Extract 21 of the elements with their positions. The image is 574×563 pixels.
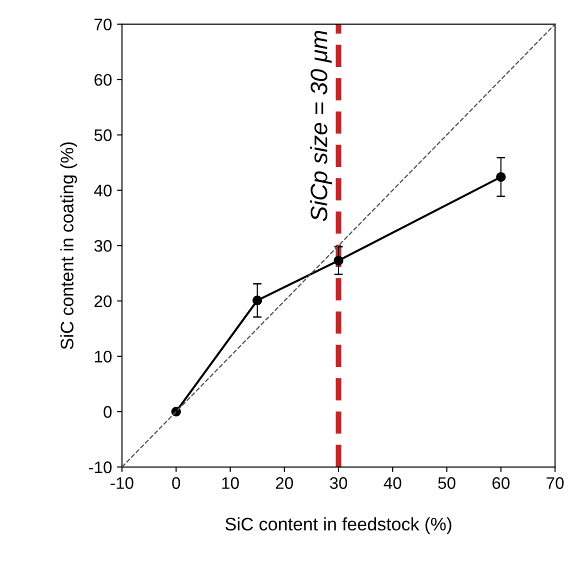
x-tick-label: 40 [384,477,402,489]
x-tick-label: 60 [492,477,510,489]
x-tick-label: -10 [110,477,134,489]
x-tick-label: 30 [330,477,348,489]
y-tick-label: 60 [94,74,112,86]
ref-line-label: SiCp size = 30 μm [310,30,332,222]
y-tick-label: 70 [94,18,112,30]
y-tick-label: 20 [94,295,112,308]
y-tick-label: -10 [88,461,112,474]
y-tick-label: 10 [94,350,112,363]
y-tick-label: 40 [94,184,112,196]
y-tick-label: 30 [94,240,112,252]
x-tick-label: 50 [438,477,456,489]
x-tick-label: 10 [222,477,239,489]
x-tick-label: 20 [276,477,293,489]
y-tick-label: 50 [94,129,112,142]
y-tick-label: 0 [104,406,112,418]
x-axis-title: SiC content in feedstock (%) [225,517,452,534]
x-tick-label: 70 [546,477,564,489]
x-tick-label: 0 [172,477,180,489]
y-axis-title: SiC content in coating (%) [60,142,78,350]
